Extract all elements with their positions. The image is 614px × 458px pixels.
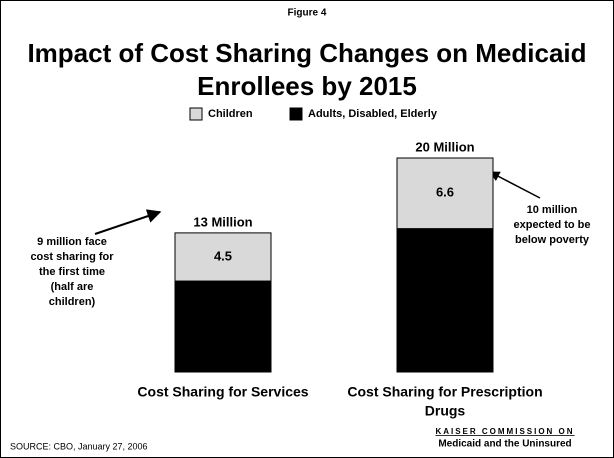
source: SOURCE: CBO, January 27, 2006	[10, 441, 148, 451]
x-tick-label: Drugs	[425, 403, 466, 419]
legend-swatch	[289, 107, 303, 121]
logo: KAISER COMMISSION ON	[435, 427, 574, 436]
arrow	[489, 171, 541, 199]
figure-label: Figure 4	[288, 8, 327, 19]
chart-title: Impact of Cost Sharing Changes on Medica…	[27, 38, 586, 68]
annotation: cost sharing for	[30, 251, 114, 263]
x-tick-label: Cost Sharing for Services	[137, 384, 308, 400]
total-label: 20 Million	[415, 139, 474, 154]
data-label: 4.5	[214, 248, 232, 263]
annotation: (half are	[51, 281, 94, 293]
chart-title: Enrollees by 2015	[197, 71, 417, 101]
annotation: 9 million face	[37, 236, 107, 248]
legend-label: Children	[208, 108, 253, 120]
bar-segment	[396, 157, 494, 230]
arrow	[94, 209, 162, 235]
data-label: 6.6	[436, 185, 454, 200]
legend-label: Adults, Disabled, Elderly	[308, 108, 438, 120]
legend-swatch	[189, 107, 203, 121]
annotation: expected to be	[513, 219, 590, 231]
bar-segment	[174, 280, 272, 373]
annotation: children)	[49, 296, 96, 308]
annotation: below poverty	[515, 234, 590, 246]
bar-segment	[396, 228, 494, 373]
logo: Medicaid and the Uninsured	[438, 439, 571, 450]
total-label: 13 Million	[193, 214, 252, 229]
bar-segment	[174, 232, 272, 282]
annotation: 10 million	[527, 204, 578, 216]
x-tick-label: Cost Sharing for Prescription	[347, 384, 542, 400]
annotation: the first time	[39, 266, 105, 278]
